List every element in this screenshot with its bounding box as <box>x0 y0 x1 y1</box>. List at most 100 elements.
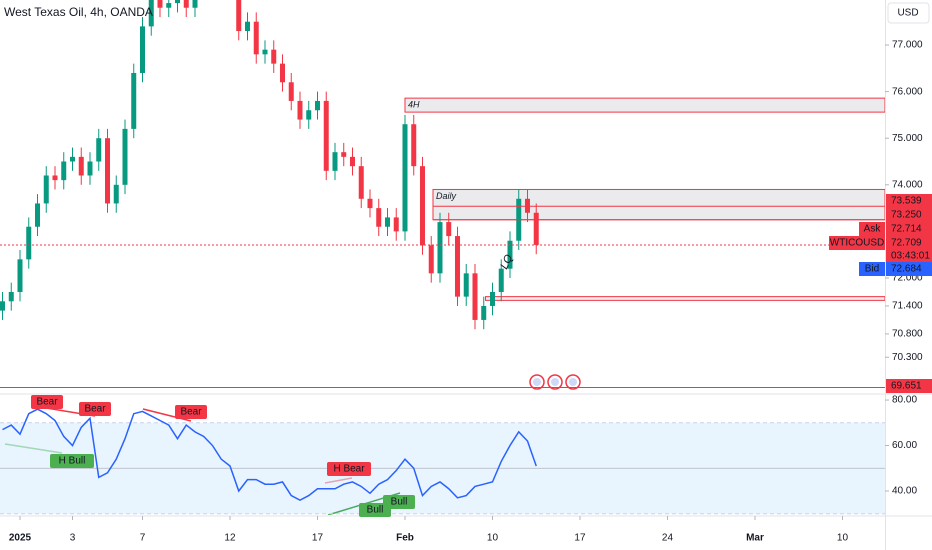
candle-body <box>131 72 137 129</box>
flag-icon <box>569 378 577 386</box>
y-tick-label: 76.000 <box>892 86 923 97</box>
x-tick-label: 10 <box>487 533 499 544</box>
chart-title: West Texas Oil, 4h, OANDA <box>4 5 153 19</box>
candle-body <box>26 226 32 260</box>
y-tick-label: 71.400 <box>892 301 923 312</box>
divergence-label: Bear <box>84 404 106 415</box>
candle-body <box>358 166 364 199</box>
price-label: 72.709 <box>891 238 922 249</box>
candle-body <box>332 152 338 171</box>
divergence-label: Bear <box>180 407 202 418</box>
divergence-label: Bull <box>391 497 408 508</box>
price-label-bg <box>886 222 932 236</box>
zone-label: Daily <box>436 191 457 201</box>
candle-body <box>376 208 382 227</box>
candle-body <box>524 198 530 213</box>
candle-body <box>472 273 478 320</box>
candle-body <box>498 268 504 292</box>
candle-body <box>262 49 268 55</box>
x-tick-label: 24 <box>662 533 674 544</box>
y-tick-label: 74.000 <box>892 179 923 190</box>
countdown: 03:43:01 <box>891 251 930 262</box>
price-label-bg <box>886 262 932 276</box>
price-tag: Bid <box>865 264 879 275</box>
candle-body <box>367 198 373 209</box>
candle-body <box>70 156 76 162</box>
candle-body <box>437 222 443 274</box>
candle-body <box>489 291 495 306</box>
candle-body <box>271 49 277 64</box>
y-tick-label: 72.000 <box>892 273 923 284</box>
candle-body <box>446 222 452 237</box>
currency-button[interactable] <box>887 2 930 24</box>
x-tick-label: 3 <box>70 533 76 544</box>
candle-body <box>402 124 408 232</box>
price-tag: WTICOUSD <box>830 238 884 249</box>
candle-body <box>43 175 49 204</box>
divergence-label: Bull <box>367 505 384 516</box>
candle-body <box>533 212 539 245</box>
candle-body <box>349 156 355 167</box>
divergence-label-bg <box>50 454 94 468</box>
candle-body <box>297 100 303 120</box>
currency: USD <box>897 8 918 19</box>
candle-body <box>61 161 67 181</box>
divergence-label-bg <box>327 462 371 476</box>
flag-icon <box>551 378 559 386</box>
price-label: 73.250 <box>891 210 922 221</box>
candle-body <box>113 184 119 204</box>
price-label: 69.651 <box>891 381 922 392</box>
candle-body <box>122 128 128 185</box>
candle-body <box>87 161 93 176</box>
y-tick-label: 77.000 <box>892 40 923 51</box>
price-pane: 4H Daily LQ <box>0 0 885 330</box>
candle-body <box>183 0 189 8</box>
x-tick-label: 7 <box>140 533 146 544</box>
candle-body <box>253 21 259 55</box>
y-tick-label: 70.300 <box>892 352 923 363</box>
candle-body <box>481 305 487 320</box>
candle-body <box>174 0 180 4</box>
candle-body <box>463 273 469 297</box>
candle-body <box>157 0 163 8</box>
candle-body <box>35 203 41 227</box>
divergence-label-bg <box>31 395 63 409</box>
y-tick-label: 40.00 <box>892 486 917 497</box>
x-tick-label: 17 <box>574 533 586 544</box>
candle-body <box>244 21 250 32</box>
price-tag-bg <box>859 262 885 276</box>
x-tick-label: Feb <box>396 533 414 544</box>
price-label-bg <box>886 379 932 393</box>
candle-body <box>341 152 347 157</box>
candle-body <box>384 217 390 227</box>
candle-body <box>288 82 294 101</box>
divergence-label-bg <box>79 402 111 416</box>
candle-body <box>52 175 58 181</box>
candle-body <box>8 291 14 302</box>
candle-body <box>166 3 172 8</box>
price-label: 72.714 <box>891 224 922 235</box>
divergence-label: Bear <box>36 397 58 408</box>
rsi-pane <box>0 406 885 515</box>
candle-body <box>411 124 417 167</box>
price-label-bg <box>886 194 932 208</box>
price-tag-bg <box>859 222 885 236</box>
x-tick-label: 2025 <box>9 533 32 544</box>
divergence-line <box>324 477 353 484</box>
candle-body <box>323 100 329 171</box>
x-tick-label: 12 <box>224 533 236 544</box>
price-label: 72.684 <box>891 264 922 275</box>
divergence-label-bg <box>175 405 207 419</box>
candle-body <box>139 26 145 73</box>
candle-body <box>507 240 513 269</box>
candle-body <box>419 166 425 246</box>
x-tick-label: Mar <box>746 533 764 544</box>
zone <box>404 97 885 113</box>
event-flags <box>529 374 581 390</box>
candle-body <box>428 245 434 274</box>
flag-icon <box>533 378 541 386</box>
candle-body <box>454 236 460 297</box>
price-tag: Ask <box>864 224 882 235</box>
y-tick-label: 70.800 <box>892 329 923 340</box>
